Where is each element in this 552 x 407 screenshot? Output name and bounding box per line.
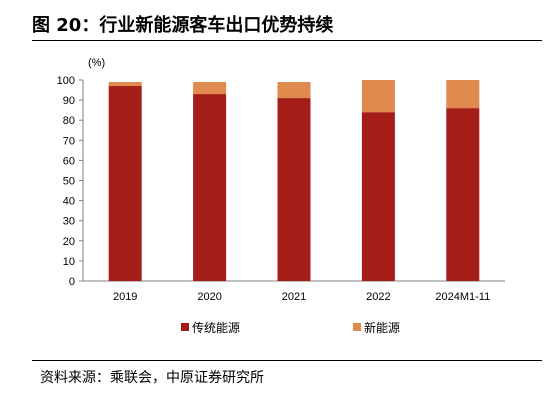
bar-traditional [193,94,227,281]
bar-traditional [277,98,311,281]
x-tick-label: 2021 [282,291,306,303]
y-tick-label: 100 [57,75,75,87]
legend-swatch [353,323,361,331]
stacked-bar-chart: (%) 0 10 20 30 40 50 60 70 80 90 100 2019 2020 2021 202… [57,57,505,335]
y-tick-label: 90 [63,95,75,107]
bar-new-energy [108,82,142,87]
y-tick-label: 50 [63,176,75,188]
x-tick-label: 2022 [366,291,390,303]
y-tick-label: 30 [63,216,75,228]
y-tick-label: 70 [63,135,75,147]
bar-new-energy [446,80,480,109]
x-tick-label: 2020 [197,291,221,303]
source-note: 资料来源：乘联会，中原证券研究所 [40,370,264,386]
page-title: 图 20：行业新能源客车出口优势持续 [32,15,334,36]
bar-new-energy [277,82,311,99]
bar-new-energy [193,82,227,95]
y-tick-label: 80 [63,115,75,127]
plot-area: (%) 0 10 20 30 40 50 60 70 80 90 100 2019 2020 2021 202… [57,57,505,335]
title-divider [32,40,542,41]
y-tick-label: 0 [69,276,75,288]
x-tick-label: 2024M1-11 [435,291,490,303]
legend-label: 传统能源 [192,320,240,335]
y-tick-label: 40 [63,196,75,208]
title-bar: 图 20：行业新能源客车出口优势持续 [32,10,542,40]
bar-new-energy [361,80,395,113]
bar-traditional [108,86,142,281]
y-tick-label: 10 [63,256,75,268]
bar-traditional [446,108,480,281]
bar-traditional [361,112,395,281]
legend-label: 新能源 [364,320,400,335]
y-tick-label: 20 [63,236,75,248]
x-tick-label: 2019 [113,291,137,303]
legend-swatch [181,323,189,331]
footer-divider [32,360,542,361]
y-unit-label: (%) [88,57,105,69]
y-tick-label: 60 [63,155,75,167]
